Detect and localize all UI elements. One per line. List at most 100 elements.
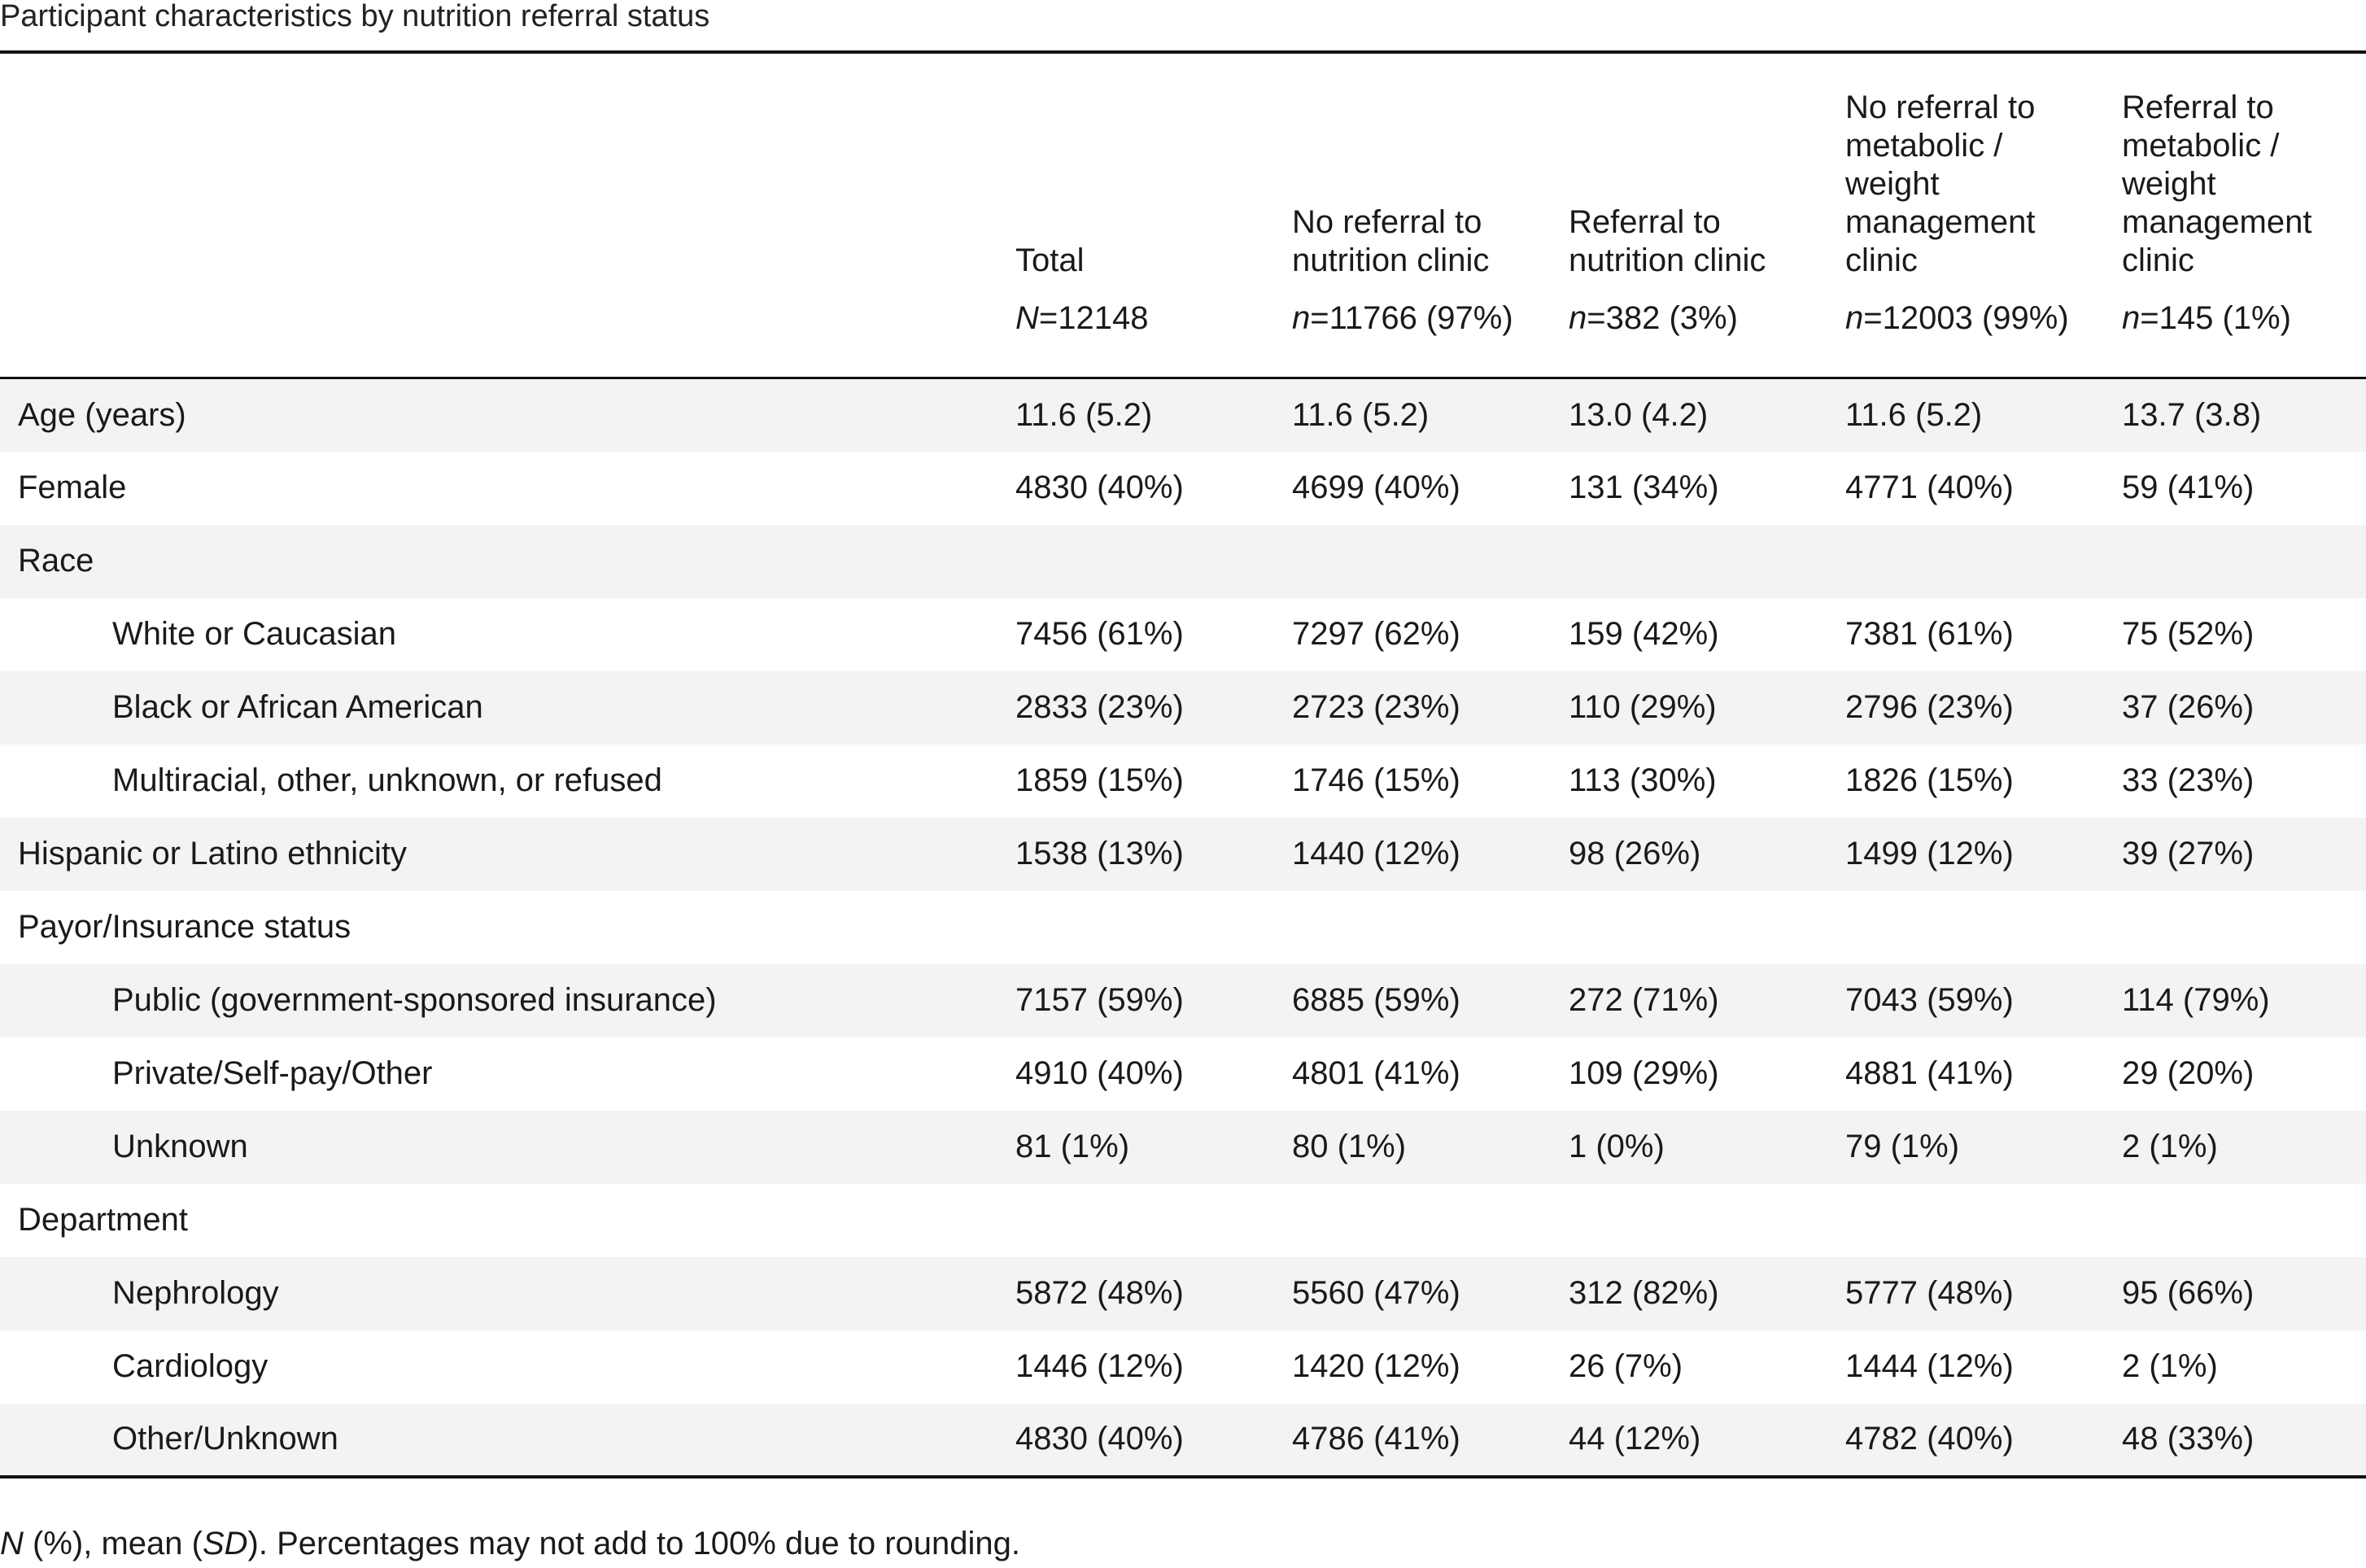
n-symbol: n (2122, 300, 2141, 336)
table-row: Department (0, 1184, 2366, 1257)
table-body: Age (years) 11.6 (5.2) 11.6 (5.2) 13.0 (4.2… (0, 378, 2366, 1478)
cell-value: 113 (30%) (1569, 762, 1717, 798)
cell-value: 5872 (48%) (997, 1256, 1274, 1330)
cell-value: 79 (1%) (1827, 1110, 2104, 1184)
table: Total No referral to nutrition clinic Refe… (0, 50, 2366, 1478)
table-row: Unknown 81 (1%) 80 (1%) 1 (0%) 79 (1%) 2 (1%) (0, 1110, 2366, 1184)
column-n-4: n=12003 (99%) (1827, 288, 2104, 379)
row-label: Department (18, 1202, 188, 1238)
row-label: Payor/Insurance status (18, 909, 351, 945)
table-header: Total No referral to nutrition clinic Refe… (0, 50, 2366, 379)
row-label: Age (years) (0, 378, 997, 452)
cell-value: 4782 (40%) (1827, 1403, 2104, 1478)
cell-value (1274, 524, 1551, 598)
cell-value: 75 (52%) (2122, 616, 2255, 652)
row-label: Private/Self-pay/Other (112, 1055, 433, 1091)
cell-value: 33 (23%) (2122, 762, 2255, 798)
column-header-2: No referral to nutrition clinic (1274, 50, 1551, 288)
n-symbol: n (1292, 300, 1311, 336)
cell-value: 1499 (12%) (1827, 817, 2104, 891)
table-row: Age (years) 11.6 (5.2) 11.6 (5.2) 13.0 (4.2… (0, 378, 2366, 452)
cell-value (997, 891, 1274, 964)
cell-value: 59 (41%) (2122, 470, 2255, 505)
table-footnote: N (%), mean (SD). Percentages may not ad… (0, 1525, 1020, 1563)
cell-value: 44 (12%) (1551, 1403, 1827, 1478)
cell-value: 98 (26%) (1551, 817, 1827, 891)
cell-value: 2 (1%) (2104, 1110, 2366, 1184)
cell-value: 1859 (15%) (1015, 762, 1184, 798)
cell-value: 109 (29%) (1569, 1055, 1719, 1091)
cell-value: 7456 (61%) (1015, 616, 1184, 652)
cell-value: 7381 (61%) (1845, 616, 2014, 652)
cell-value (1551, 1184, 1827, 1257)
cell-value: 1420 (12%) (1292, 1348, 1460, 1384)
table-row: Payor/Insurance status (0, 891, 2366, 964)
n-value: =12003 (99%) (1863, 300, 2069, 336)
row-label: White or Caucasian (112, 616, 397, 652)
n-symbol: n (1845, 300, 1864, 336)
column-n-3: n=382 (3%) (1551, 288, 1827, 379)
table-row: Cardiology 1446 (12%) 1420 (12%) 26 (7%) 144… (0, 1330, 2366, 1404)
cell-value: 272 (71%) (1551, 963, 1827, 1037)
cell-value: 11.6 (5.2) (997, 378, 1274, 452)
table-row: Hispanic or Latino ethnicity 1538 (13%) 14… (0, 817, 2366, 891)
footnote-n: N (0, 1526, 24, 1561)
cell-value: 6885 (59%) (1274, 963, 1551, 1037)
cell-value: 26 (7%) (1569, 1348, 1683, 1384)
footnote-text-a: (%), mean ( (23, 1526, 203, 1561)
table-row: White or Caucasian 7456 (61%) 7297 (62%) 15… (0, 598, 2366, 671)
cell-value: 159 (42%) (1569, 616, 1719, 652)
cell-value: 13.0 (4.2) (1551, 378, 1827, 452)
footnote-text-b: ). Percentages may not add to 100% due t… (247, 1526, 1021, 1561)
table-caption: Participant characteristics by nutrition… (0, 0, 710, 33)
cell-value: 110 (29%) (1551, 670, 1827, 745)
cell-value (2104, 891, 2366, 964)
column-header-4: No referral to metabolic / weight manage… (1827, 50, 2104, 288)
cell-value: 114 (79%) (2104, 963, 2366, 1037)
cell-value (1827, 891, 2104, 964)
cell-value (997, 1184, 1274, 1257)
cell-value: 7297 (62%) (1292, 616, 1460, 652)
cell-value: 4910 (40%) (1015, 1055, 1184, 1091)
n-value: =11766 (97%) (1310, 300, 1513, 336)
cell-value: 4771 (40%) (1845, 470, 2014, 505)
cell-value: 11.6 (5.2) (1827, 378, 2104, 452)
cell-value: 1 (0%) (1551, 1110, 1827, 1184)
table-row: Private/Self-pay/Other 4910 (40%) 4801 (41… (0, 1037, 2366, 1111)
table-row: Female 4830 (40%) 4699 (40%) 131 (34%) 4771 … (0, 452, 2366, 525)
row-label: Hispanic or Latino ethnicity (0, 817, 997, 891)
cell-value: 2723 (23%) (1274, 670, 1551, 745)
cell-value: 2833 (23%) (997, 670, 1274, 745)
cell-value: 95 (66%) (2104, 1256, 2366, 1330)
cell-value: 7043 (59%) (1827, 963, 2104, 1037)
cell-value: 7157 (59%) (997, 963, 1274, 1037)
n-value: =145 (1%) (2140, 300, 2291, 336)
table-row: Race (0, 524, 2366, 598)
cell-value: 1444 (12%) (1845, 1348, 2014, 1384)
characteristics-table: Total No referral to nutrition clinic Refe… (0, 50, 2366, 1478)
row-label: Public (government-sponsored insurance) (0, 963, 997, 1037)
cell-value: 1538 (13%) (997, 817, 1274, 891)
cell-value (1274, 891, 1551, 964)
column-n-2: n=11766 (97%) (1274, 288, 1551, 379)
row-label: Race (0, 524, 997, 598)
column-n-1: N=12148 (997, 288, 1274, 379)
table-row: Nephrology 5872 (48%) 5560 (47%) 312 (82%) 5… (0, 1256, 2366, 1330)
cell-value: 1446 (12%) (1015, 1348, 1184, 1384)
column-header-5: Referral to metabolic / weight managemen… (2104, 50, 2366, 288)
row-label: Multiracial, other, unknown, or refused (112, 762, 662, 798)
cell-value (1827, 1184, 2104, 1257)
cell-value (2104, 524, 2366, 598)
column-header-0 (0, 50, 997, 288)
column-n-5: n=145 (1%) (2104, 288, 2366, 379)
cell-value: 4801 (41%) (1292, 1055, 1460, 1091)
cell-value: 37 (26%) (2104, 670, 2366, 745)
cell-value: 13.7 (3.8) (2104, 378, 2366, 452)
n-value: =12148 (1038, 300, 1149, 336)
row-label: Unknown (0, 1110, 997, 1184)
table-row: Public (government-sponsored insurance) 7… (0, 963, 2366, 1037)
table-row: Multiracial, other, unknown, or refused 1… (0, 745, 2366, 818)
cell-value (1274, 1184, 1551, 1257)
cell-value (997, 524, 1274, 598)
column-header-3: Referral to nutrition clinic (1551, 50, 1827, 288)
